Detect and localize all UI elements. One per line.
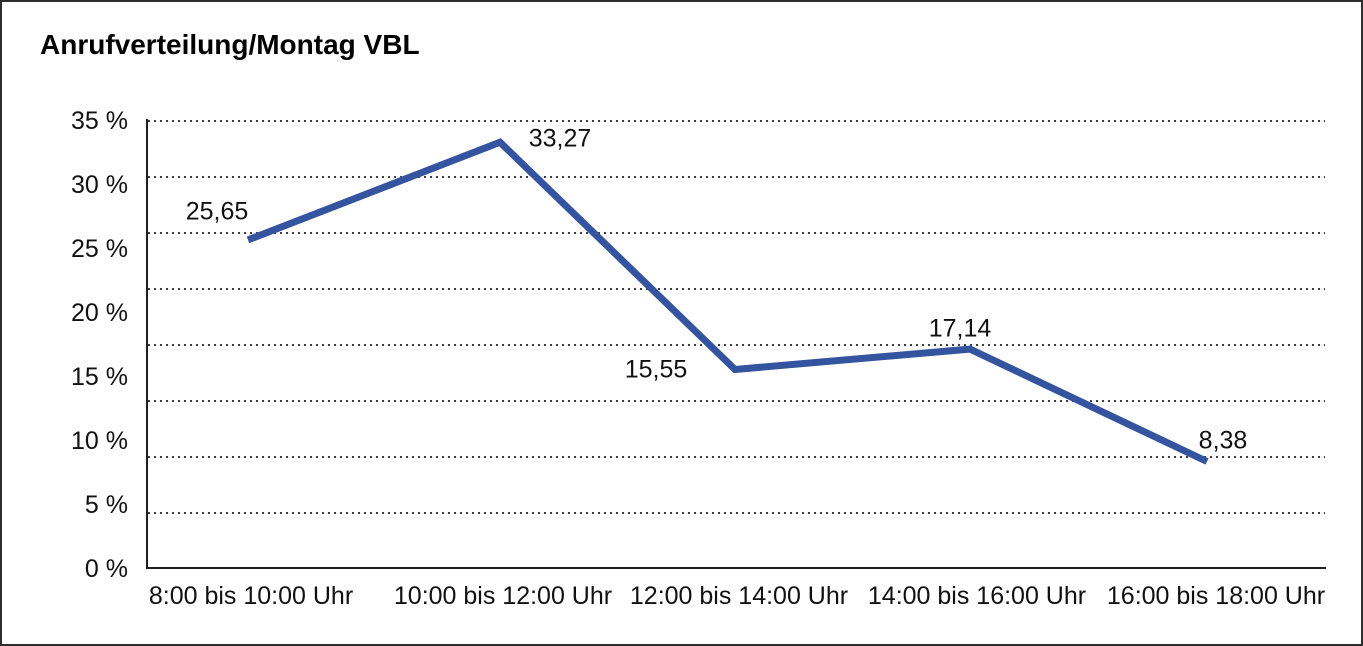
gridline	[148, 344, 1325, 346]
y-axis-tick-label: 15 %	[71, 363, 128, 391]
gridline	[148, 120, 1325, 122]
x-axis-category-label: 10:00 bis 12:00 Uhr	[393, 582, 613, 610]
x-axis-category-label: 12:00 bis 14:00 Uhr	[629, 582, 849, 610]
data-point-label: 15,55	[624, 355, 688, 384]
y-axis-line	[146, 119, 148, 569]
x-axis-category-label: 16:00 bis 18:00 Uhr	[1106, 582, 1326, 610]
gridline	[148, 456, 1325, 458]
gridline	[148, 400, 1325, 402]
x-axis-category-label: 8:00 bis 10:00 Uhr	[148, 582, 354, 610]
x-axis-category-label: 14:00 bis 16:00 Uhr	[867, 582, 1087, 610]
x-axis-line	[146, 567, 1326, 569]
chart-title: Anrufverteilung/Montag VBL	[40, 29, 420, 60]
y-axis-tick-label: 5 %	[84, 491, 128, 519]
data-point-label: 25,65	[185, 197, 249, 226]
y-axis-tick-label: 25 %	[71, 235, 128, 263]
data-series-line	[246, 138, 1209, 465]
data-point-label: 33,27	[528, 124, 592, 153]
y-axis-tick-label: 0 %	[84, 555, 128, 583]
data-point-label: 17,14	[928, 314, 992, 343]
gridline	[148, 288, 1325, 290]
data-point-label: 8,38	[1198, 426, 1248, 455]
y-axis-tick-label: 30 %	[71, 171, 128, 199]
y-axis-tick-label: 10 %	[71, 427, 128, 455]
gridline	[148, 232, 1325, 234]
gridline	[148, 176, 1325, 178]
y-axis-tick-label: 20 %	[71, 299, 128, 327]
gridline	[148, 512, 1325, 514]
y-axis-tick-label: 35 %	[71, 107, 128, 135]
